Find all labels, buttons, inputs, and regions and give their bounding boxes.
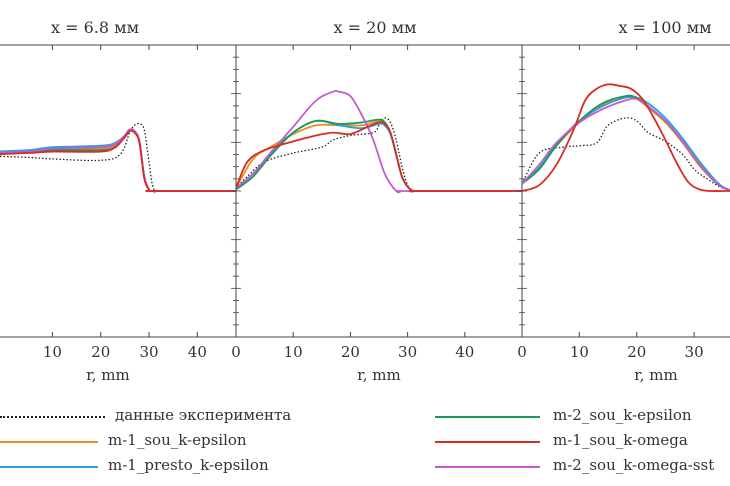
x-tick-label: 10 xyxy=(284,343,303,361)
series-line-- xyxy=(0,122,236,193)
legend-swatch-m1-sou-k-omega xyxy=(435,441,540,443)
panel-x-20: x = 20 мм 0 10 20 30 40 r, mm xyxy=(231,18,522,384)
legend-swatch-experiment xyxy=(0,416,105,418)
series-line-m-2-sou-k-epsilon xyxy=(522,94,730,191)
legend-label-m1-sou-k-epsilon: m-1_sou_k-epsilon xyxy=(108,431,247,449)
x-tick-label: 20 xyxy=(91,343,110,361)
series-line-- xyxy=(522,117,730,191)
series-line-m-1-presto-k-epsilon xyxy=(522,95,730,191)
series-line-m-1-presto-k-epsilon xyxy=(0,128,236,193)
x-tick-label: 0 xyxy=(517,343,527,361)
series-line-m-1-sou-k-epsilon xyxy=(0,128,236,193)
x-axis-label: r, mm xyxy=(357,366,401,384)
legend-label-m2-sou-k-omega-sst: m-2_sou_k-omega-sst xyxy=(553,456,715,474)
series-line-m-1-sou-k-omega xyxy=(236,121,522,193)
legend-swatch-m2-sou-k-epsilon xyxy=(435,416,540,418)
x-axis-label: r, mm xyxy=(86,366,130,384)
x-tick-label: 20 xyxy=(341,343,360,361)
legend-label-m1-presto-k-epsilon: m-1_presto_k-epsilon xyxy=(108,456,269,474)
panel-title: x = 100 мм xyxy=(618,18,711,37)
legend-label-experiment: данные эксперимента xyxy=(115,406,292,424)
panel-title: x = 6.8 мм xyxy=(51,18,139,37)
x-axis-label: r, mm xyxy=(634,366,678,384)
x-tick-label: 10 xyxy=(570,343,589,361)
legend-swatch-m1-sou-k-epsilon xyxy=(0,441,98,443)
series-line-m-2-sou-k-omega-sst xyxy=(522,97,730,191)
x-tick-label: 20 xyxy=(627,343,646,361)
x-tick-label: 30 xyxy=(398,343,417,361)
legend-swatch-m1-presto-k-epsilon xyxy=(0,466,98,468)
series-line-m-1-sou-k-omega xyxy=(0,129,236,192)
legend-swatch-m2-sou-k-omega-sst xyxy=(435,466,540,468)
x-tick-label: 10 xyxy=(43,343,62,361)
x-tick-label: 30 xyxy=(685,343,704,361)
series-line-m-1-sou-k-epsilon xyxy=(522,96,730,191)
legend-label-m1-sou-k-omega: m-1_sou_k-omega xyxy=(553,431,688,449)
panel-x-6-8: x = 6.8 мм 10 20 30 40 r, mm xyxy=(0,18,236,384)
x-tick-label: 30 xyxy=(139,343,158,361)
series-line-m-2-sou-k-omega-sst xyxy=(236,90,522,194)
x-tick-label: 40 xyxy=(188,343,207,361)
series-line-m-2-sou-k-omega-sst xyxy=(0,128,236,193)
series-line-m-1-sou-k-omega xyxy=(522,83,730,192)
x-tick-label: 40 xyxy=(455,343,474,361)
x-tick-label: 0 xyxy=(231,343,241,361)
series-line-m-2-sou-k-epsilon xyxy=(0,128,236,193)
legend: данные эксперимента m-2_sou_k-epsilon m-… xyxy=(0,398,730,486)
panel-x-100: x = 100 мм 0 10 20 30 r, mm xyxy=(517,18,730,384)
panel-title: x = 20 мм xyxy=(334,18,417,37)
legend-label-m2-sou-k-epsilon: m-2_sou_k-epsilon xyxy=(553,406,692,424)
